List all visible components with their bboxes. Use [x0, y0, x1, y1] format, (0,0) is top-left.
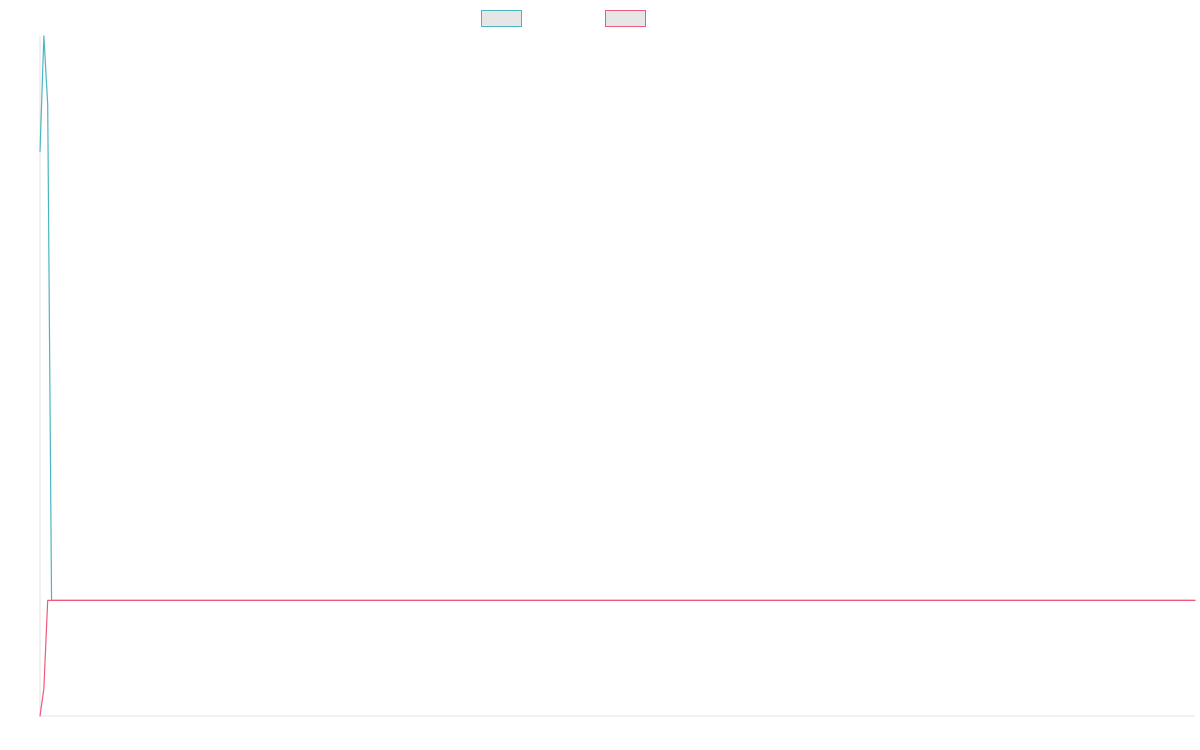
legend-swatch-2[interactable] — [605, 10, 646, 27]
series-line-2 — [39, 599, 1196, 717]
series-line-1 — [39, 35, 1196, 601]
legend-swatch-1[interactable] — [481, 10, 522, 27]
legend-item-1[interactable] — [481, 10, 522, 27]
series-lines — [39, 35, 1196, 717]
legend[interactable] — [481, 10, 646, 27]
axes — [39, 36, 1195, 717]
legend-item-2[interactable] — [605, 10, 646, 27]
